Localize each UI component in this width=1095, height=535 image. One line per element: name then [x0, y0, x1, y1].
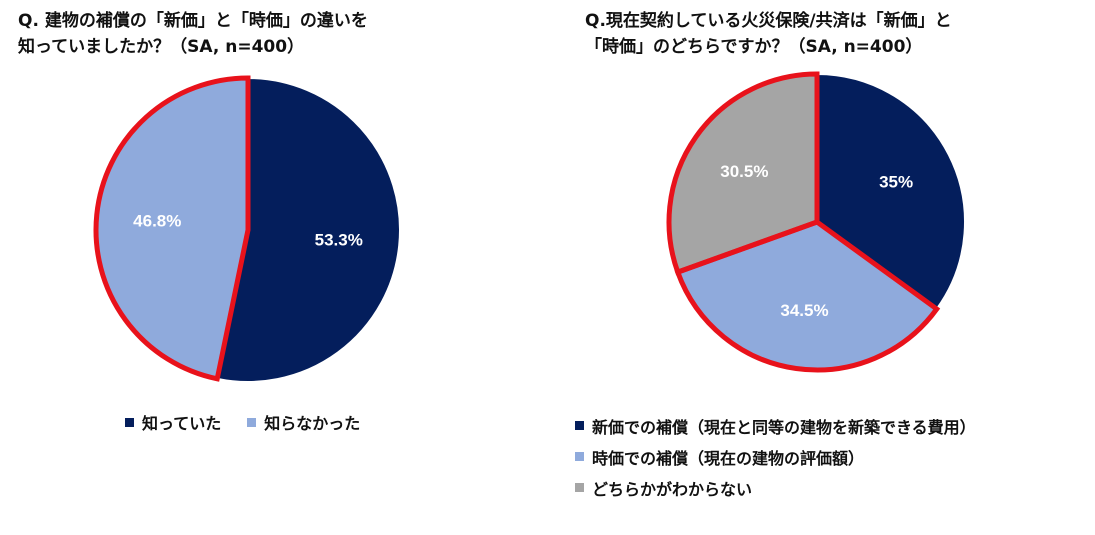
legend-item-did-not-know: 知らなかった — [247, 410, 360, 434]
legend-swatch — [575, 483, 584, 492]
legend-swatch — [575, 452, 584, 461]
chart-panel-knowledge: Q. 建物の補償の「新価」と「時価」の違いを 知っていましたか？（SA, n=4… — [0, 0, 520, 535]
legend-swatch — [125, 417, 134, 427]
legend-label: 新価での補償（現在と同等の建物を新築できる費用） — [592, 417, 976, 437]
chart-title-line-2: 「時価」のどちらですか？（SA, n=400） — [585, 37, 923, 57]
pie-slice — [816, 72, 966, 311]
chart-title-line-2: 知っていましたか？（SA, n=400） — [18, 37, 305, 57]
legend-swatch — [575, 421, 584, 430]
highlight-outline — [674, 219, 941, 373]
legend-label: 知らなかった — [264, 414, 361, 433]
legend-item-knew: 知っていた — [125, 410, 221, 434]
legend-swatch — [247, 417, 257, 427]
highlight-outline — [93, 75, 251, 382]
chart-title: Q. 建物の補償の「新価」と「時価」の違いを 知っていましたか？（SA, n=4… — [18, 8, 368, 60]
data-label: 34.5% — [780, 301, 828, 320]
pie-slice — [216, 76, 401, 383]
legend-label: どちらかがわからない — [592, 479, 753, 499]
legend-label: 時価での補償（現在の建物の評価額） — [592, 448, 865, 468]
legend-item-replacement-value: 新価での補償（現在と同等の建物を新築できる費用） — [575, 410, 976, 441]
chart-title: Q.現在契約している火災保険/共済は「新価」と 「時価」のどちらですか？（SA,… — [585, 8, 952, 60]
data-label: 35% — [879, 173, 913, 192]
chart-title-line-1: Q.現在契約している火災保険/共済は「新価」と — [585, 11, 952, 31]
highlight-outline — [666, 71, 820, 276]
legend-item-unknown: どちらかがわからない — [575, 472, 976, 503]
pie-chart-contract-type: 35% 34.5% 30.5% — [666, 71, 966, 373]
data-label: 53.3% — [315, 230, 363, 249]
legend-label: 知っていた — [142, 414, 222, 433]
chart-panel-contract-type: Q.現在契約している火災保険/共済は「新価」と 「時価」のどちらですか？（SA,… — [555, 0, 1095, 535]
legend-item-market-value: 時価での補償（現在の建物の評価額） — [575, 441, 976, 472]
data-label: 46.8% — [133, 212, 181, 231]
data-label: 30.5% — [720, 162, 768, 181]
chart-legend: 知っていた 知らなかった — [125, 410, 360, 434]
chart-title-line-1: Q. 建物の補償の「新価」と「時価」の違いを — [18, 11, 368, 31]
chart-legend: 新価での補償（現在と同等の建物を新築できる費用） 時価での補償（現在の建物の評価… — [575, 410, 976, 503]
pie-chart-knowledge: 53.3% 46.8% — [93, 75, 401, 383]
